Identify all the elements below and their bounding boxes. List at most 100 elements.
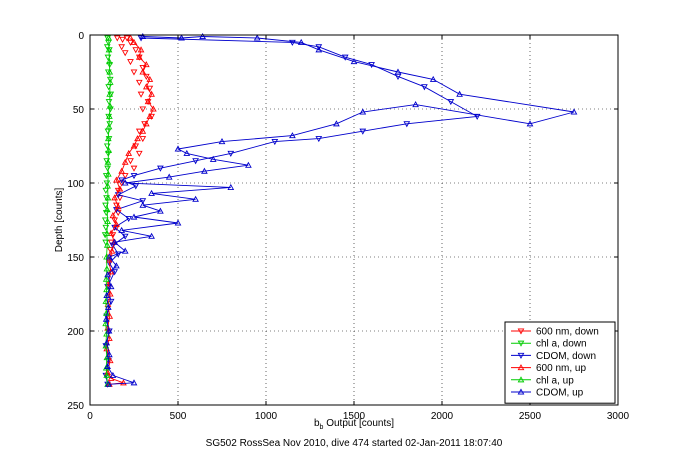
data-point [174,145,182,152]
data-point [107,298,115,305]
data-point [253,34,261,41]
data-point [105,146,113,153]
data-point [368,62,375,69]
data-point [209,155,217,162]
data-point [127,34,134,41]
data-point [142,61,150,68]
data-point [570,108,578,115]
data-point [135,128,143,135]
data-point [157,207,164,214]
y-tick-label: 0 [78,31,84,42]
data-point [111,238,119,245]
data-point [178,34,185,41]
x-tick-label: 1500 [343,411,366,422]
y-tick-label: 100 [67,179,84,190]
legend-label: CDOM, up [536,388,584,399]
data-point [144,98,152,105]
data-point [473,113,481,120]
x-tick-label: 3000 [607,411,630,422]
data-point [139,106,147,113]
data-point [105,123,113,130]
data-point [227,150,235,157]
data-point [315,136,323,143]
data-point [105,256,113,263]
x-tick-label: 0 [87,411,93,422]
data-point [103,265,111,272]
data-point [118,226,126,233]
data-point [105,253,113,260]
legend-label: chl a, down [536,339,587,350]
data-point [135,53,143,60]
data-point [130,69,138,76]
legend-label: CDOM, down [536,351,596,362]
data-point [103,286,110,293]
data-point [121,173,129,180]
data-point [315,46,323,53]
data-point [105,34,113,41]
data-point [103,339,111,346]
data-point [125,149,133,156]
data-point [192,158,199,165]
data-point [118,167,126,174]
data-point [134,135,141,142]
data-point [148,232,155,239]
data-point [403,121,411,128]
data-point [105,46,113,53]
x-axis-label-subscript: b [320,424,324,431]
data-point [137,46,145,53]
data-point [289,132,296,139]
x-tick-label: 1000 [255,411,278,422]
data-point [132,143,140,150]
data-point [106,90,114,97]
data-point [113,35,121,42]
data-point [127,158,134,165]
data-point [106,121,114,128]
data-point [139,127,147,134]
data-point [341,54,349,61]
data-point [130,213,138,220]
data-point [105,351,113,358]
series-2 [102,35,481,388]
data-point [111,194,119,201]
data-point [137,91,145,98]
data-point [125,215,133,223]
data-point [127,59,134,66]
data-point [104,135,112,142]
data-point [107,239,115,246]
series-line [105,37,479,385]
x-tick-label: 2000 [431,411,454,422]
data-point [132,47,140,54]
data-point [289,39,296,46]
data-point [104,158,112,165]
data-point [106,68,114,75]
data-point [104,194,112,201]
data-point [149,105,157,112]
data-point [359,108,367,115]
figure-caption: SG502 RossSea Nov 2010, dive 474 started… [206,438,503,449]
data-point [135,79,143,86]
data-point [148,90,155,97]
legend-marker [517,328,525,335]
data-point [142,120,150,127]
data-point [412,101,419,108]
legend-marker [517,340,525,347]
y-tick-label: 50 [73,105,85,116]
data-point [121,247,129,254]
data-point [109,212,117,219]
data-point [148,189,155,196]
data-point [447,99,455,106]
data-point [104,170,112,177]
data-point [107,229,115,236]
data-point [227,183,235,190]
data-point [103,354,111,361]
y-tick-label: 150 [67,253,84,264]
data-point [218,138,226,145]
data-point [121,179,129,186]
data-point [116,185,124,192]
y-axis-label: Depth [counts] [54,188,65,253]
data-point [119,36,126,43]
data-point [142,83,150,90]
data-point [148,113,155,120]
